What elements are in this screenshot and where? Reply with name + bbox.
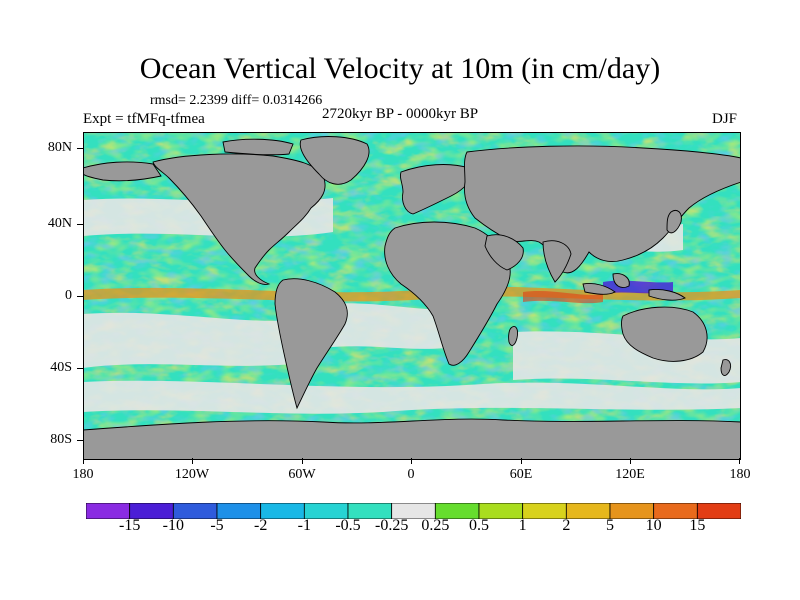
lat-tick xyxy=(77,368,83,369)
colorbar-label: 0.5 xyxy=(469,517,489,534)
europe xyxy=(400,164,471,215)
lon-tick-label: 180 xyxy=(729,467,751,482)
lat-tick-label: 40S xyxy=(50,360,72,375)
arctic-islands xyxy=(222,138,294,156)
colorbar-label: -0.25 xyxy=(374,517,409,534)
japan xyxy=(666,210,682,234)
colorbar-label: -15 xyxy=(118,517,141,534)
lon-tick xyxy=(739,458,740,464)
australia xyxy=(621,306,708,362)
lat-tick-label: 80S xyxy=(50,432,72,447)
antarctica xyxy=(83,418,741,460)
chart-title: Ocean Vertical Velocity at 10m (in cm/da… xyxy=(139,52,661,85)
alaska xyxy=(83,161,162,182)
lon-tick xyxy=(521,458,522,464)
lon-tick-label: 120E xyxy=(615,467,645,482)
greenland xyxy=(299,136,370,185)
lat-tick-label: 40N xyxy=(47,216,72,231)
colorbar-label: 0.25 xyxy=(421,517,450,534)
colorbar-label: 5 xyxy=(606,517,614,534)
lon-tick-label: 120W xyxy=(174,467,210,482)
lon-tick-label: 60E xyxy=(509,467,533,482)
lat-tick-label: 0 xyxy=(65,288,72,303)
experiment-label: Expt = tfMFq-tfmea xyxy=(83,111,205,127)
madagascar xyxy=(508,326,518,346)
season-label: DJF xyxy=(712,111,738,127)
lon-tick xyxy=(83,458,84,464)
map-frame xyxy=(83,132,741,460)
lon-tick xyxy=(411,458,412,464)
lon-tick xyxy=(630,458,631,464)
colorbar-label: 2 xyxy=(562,517,571,534)
new-zealand xyxy=(720,359,732,376)
colorbar-label: -0.5 xyxy=(335,517,361,534)
borneo xyxy=(612,273,630,288)
colorbar-label: 1 xyxy=(518,517,527,534)
colorbar-label: 10 xyxy=(645,517,662,534)
lon-tick-label: 180 xyxy=(72,467,94,482)
lon-tick xyxy=(302,458,303,464)
new-guinea xyxy=(648,289,686,301)
lon-tick-label: 60W xyxy=(288,467,316,482)
lat-tick xyxy=(77,148,83,149)
lat-tick xyxy=(77,440,83,441)
period-label: 2720kyr BP - 0000kyr BP xyxy=(322,106,479,122)
lat-tick xyxy=(77,296,83,297)
arabia xyxy=(484,234,524,271)
asia xyxy=(464,145,741,274)
colorbar-label: -2 xyxy=(253,517,268,534)
lat-tick xyxy=(77,224,83,225)
stats-line: rmsd= 2.2399 diff= 0.0314266 xyxy=(150,93,323,108)
land-masses xyxy=(83,136,741,460)
map-canvas xyxy=(83,132,741,460)
colorbar-label: 15 xyxy=(689,517,706,534)
colorbar-swatch xyxy=(696,503,741,519)
colorbar-label: -5 xyxy=(210,517,224,534)
india xyxy=(542,240,572,283)
colorbar-label: -1 xyxy=(297,517,311,534)
world-map xyxy=(83,132,741,460)
south-america xyxy=(274,278,348,410)
lat-tick-label: 80N xyxy=(47,140,72,155)
colorbar xyxy=(86,503,741,519)
lon-tick xyxy=(192,458,193,464)
colorbar-label: -10 xyxy=(162,517,184,534)
indonesia xyxy=(582,283,616,295)
lon-tick-label: 0 xyxy=(407,467,415,482)
